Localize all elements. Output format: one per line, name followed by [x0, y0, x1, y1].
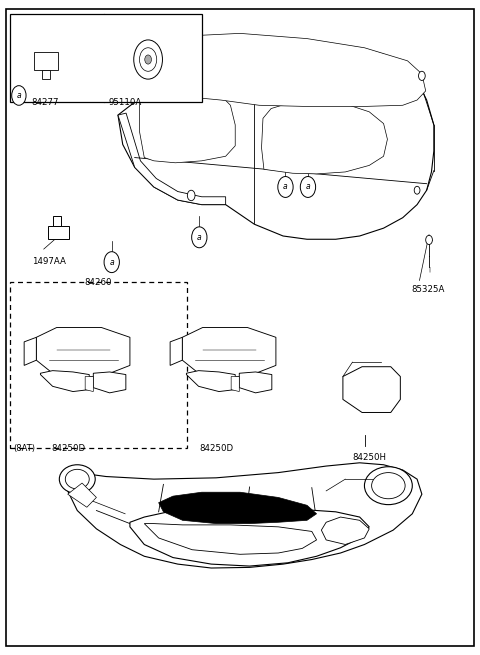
Polygon shape [53, 216, 61, 226]
Ellipse shape [60, 465, 95, 493]
Polygon shape [118, 45, 434, 239]
Polygon shape [240, 372, 272, 393]
Polygon shape [186, 371, 235, 392]
Circle shape [278, 176, 293, 197]
Text: 84277: 84277 [32, 98, 60, 107]
Circle shape [426, 235, 432, 244]
Polygon shape [130, 508, 369, 566]
Polygon shape [34, 52, 58, 70]
Polygon shape [144, 523, 317, 554]
Text: 84250H: 84250H [352, 453, 386, 462]
Polygon shape [118, 113, 226, 204]
Polygon shape [24, 337, 36, 365]
Polygon shape [262, 100, 387, 174]
Ellipse shape [65, 470, 89, 489]
Circle shape [300, 176, 316, 197]
Circle shape [145, 55, 152, 64]
Polygon shape [231, 377, 240, 392]
Polygon shape [68, 483, 96, 507]
Polygon shape [170, 337, 182, 365]
Circle shape [134, 40, 162, 79]
Polygon shape [140, 91, 235, 163]
Polygon shape [322, 517, 369, 544]
Ellipse shape [372, 473, 405, 498]
Text: (8AT): (8AT) [13, 444, 35, 453]
Polygon shape [36, 328, 130, 377]
FancyBboxPatch shape [10, 282, 187, 449]
Polygon shape [85, 377, 93, 392]
Text: a: a [283, 183, 288, 191]
Text: a: a [306, 183, 310, 191]
Text: 84250D: 84250D [51, 444, 85, 453]
Text: |: | [428, 266, 430, 272]
Polygon shape [136, 33, 426, 107]
Polygon shape [343, 367, 400, 413]
Ellipse shape [364, 467, 412, 504]
Polygon shape [63, 463, 422, 568]
Circle shape [139, 86, 145, 96]
Text: 1497AA: 1497AA [32, 257, 66, 266]
Polygon shape [40, 371, 89, 392]
Text: a: a [17, 91, 21, 100]
Polygon shape [158, 492, 317, 523]
Text: 85325A: 85325A [411, 285, 444, 294]
Polygon shape [42, 70, 50, 79]
FancyBboxPatch shape [10, 14, 202, 102]
Circle shape [419, 71, 425, 81]
Circle shape [140, 48, 157, 71]
Polygon shape [182, 328, 276, 377]
Text: 84260: 84260 [84, 278, 112, 288]
Circle shape [12, 86, 26, 105]
Text: a: a [109, 257, 114, 267]
Text: a: a [197, 233, 202, 242]
Circle shape [414, 186, 420, 194]
Polygon shape [93, 372, 126, 393]
Text: 95110A: 95110A [108, 98, 142, 107]
Text: 84250D: 84250D [199, 444, 233, 453]
Polygon shape [48, 226, 69, 239]
Circle shape [187, 190, 195, 200]
Circle shape [104, 252, 120, 272]
Circle shape [192, 227, 207, 248]
